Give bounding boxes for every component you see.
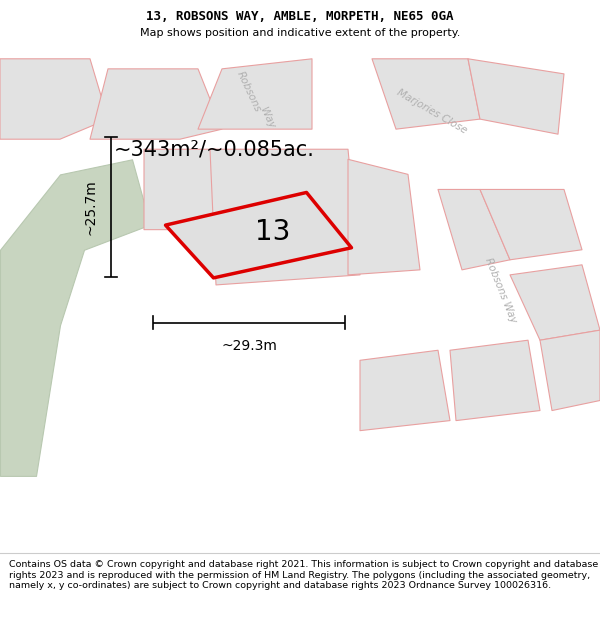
Text: ~25.7m: ~25.7m bbox=[84, 179, 98, 235]
Text: ~29.3m: ~29.3m bbox=[221, 339, 277, 352]
Text: Robsons: Robsons bbox=[235, 69, 263, 114]
Text: Marjories Close: Marjories Close bbox=[395, 88, 469, 136]
Text: Way: Way bbox=[258, 106, 276, 130]
Text: Robsons Way: Robsons Way bbox=[484, 256, 518, 324]
Text: ~343m²/~0.085ac.: ~343m²/~0.085ac. bbox=[114, 139, 315, 159]
Text: 13, ROBSONS WAY, AMBLE, MORPETH, NE65 0GA: 13, ROBSONS WAY, AMBLE, MORPETH, NE65 0G… bbox=[146, 10, 454, 22]
Text: Contains OS data © Crown copyright and database right 2021. This information is : Contains OS data © Crown copyright and d… bbox=[9, 560, 598, 590]
Text: 13: 13 bbox=[256, 218, 290, 246]
Text: Map shows position and indicative extent of the property.: Map shows position and indicative extent… bbox=[140, 28, 460, 38]
